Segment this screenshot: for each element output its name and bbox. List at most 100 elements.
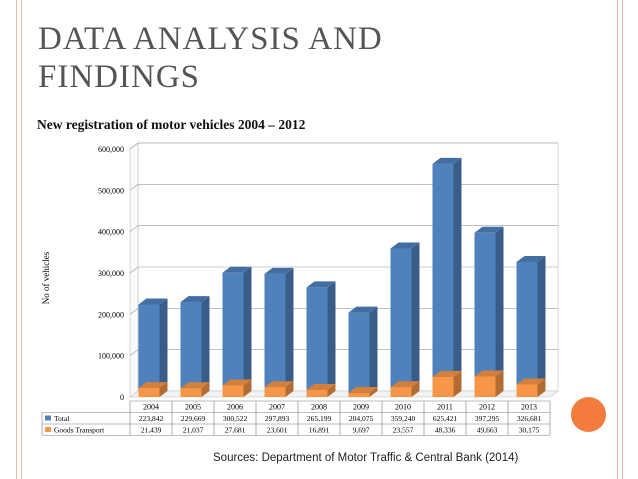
data-label: 359,240 <box>391 414 416 423</box>
data-label: 326,681 <box>517 414 542 423</box>
data-label: 297,893 <box>265 414 290 423</box>
bar-goods-2004-side <box>159 382 168 397</box>
bar-total-2007-top <box>264 267 294 274</box>
bar-goods-2011-top <box>432 371 462 378</box>
bar-goods-2008-top <box>306 384 336 391</box>
bar-goods-2008-front <box>306 390 328 397</box>
right-frame-line <box>617 0 618 479</box>
bar-goods-2010-front <box>390 387 412 397</box>
gridline <box>129 142 558 150</box>
x-tick-label: 2005 <box>185 403 201 412</box>
bar-total-2011-side <box>453 157 462 378</box>
data-label: 23,557 <box>393 426 414 435</box>
data-label: 265,199 <box>307 414 332 423</box>
y-tick-label: 600,000 <box>98 145 124 154</box>
x-tick-label: 2010 <box>395 403 411 412</box>
bar-total-2012-front <box>474 232 496 377</box>
bar-total-2009-top <box>348 306 378 313</box>
bar-goods-2006-front <box>222 385 244 397</box>
gridline <box>129 225 558 232</box>
bar-total-2006-top <box>222 266 252 273</box>
bar-total-2004-front <box>138 304 160 389</box>
x-tick-label: 2012 <box>479 403 495 412</box>
bar-total-2009 <box>348 306 378 393</box>
bar-total-2010-front <box>390 248 412 388</box>
bar-total-2013-front <box>516 261 538 385</box>
bar-total-2007 <box>264 267 294 388</box>
bar-total-2011-front <box>432 163 454 378</box>
y-tick-label: 0 <box>120 393 124 402</box>
y-tick-label: 300,000 <box>98 269 124 278</box>
bar-total-2008-top <box>306 281 336 288</box>
bar-total-2005 <box>180 296 210 389</box>
bar-goods-2004 <box>138 382 168 397</box>
bar-goods-2013 <box>516 378 546 397</box>
data-label: 300,522 <box>223 414 248 423</box>
data-label: 9,697 <box>353 426 370 435</box>
data-label: 48,336 <box>435 426 456 435</box>
bar-total-2010 <box>390 242 420 388</box>
left-frame-line <box>16 0 17 479</box>
bar-total-2010-top <box>390 242 420 249</box>
data-label: 397,295 <box>475 414 500 423</box>
bar-total-2004-side <box>159 298 168 389</box>
legend-swatch <box>45 415 51 421</box>
bar-goods-2009 <box>348 386 378 397</box>
bar-goods-2005 <box>180 382 210 397</box>
x-tick-label: 2007 <box>269 403 285 412</box>
data-label: 21,439 <box>141 426 162 435</box>
bar-goods-2008 <box>306 384 336 397</box>
x-tick-label: 2013 <box>521 403 537 412</box>
bar-total-2011 <box>432 157 462 378</box>
bar-goods-2009-top <box>348 386 378 393</box>
data-label: 229,669 <box>181 414 206 423</box>
bar-total-2008-front <box>306 287 328 391</box>
bar-goods-2006-side <box>243 379 252 397</box>
data-label: 625,421 <box>433 414 458 423</box>
data-label: 30,175 <box>519 426 540 435</box>
gridline <box>129 184 558 191</box>
bar-total-2004-top <box>138 298 168 305</box>
bar-goods-2010 <box>390 381 420 397</box>
y-tick-label: 200,000 <box>98 310 124 319</box>
bar-goods-2012-front <box>474 376 496 397</box>
data-label: 23,601 <box>267 426 288 435</box>
bar-total-2008 <box>306 281 336 391</box>
orange-accent-circle <box>571 397 606 432</box>
bar-goods-2009-front <box>348 392 370 397</box>
data-label: 27,681 <box>225 426 246 435</box>
y-tick-label: 100,000 <box>98 352 124 361</box>
bar-total-2009-front <box>348 312 370 393</box>
legend-label: Total <box>54 414 69 423</box>
bar-goods-2013-top <box>516 378 546 385</box>
bar-total-2013-top <box>516 255 546 262</box>
bar-goods-2012 <box>474 370 504 397</box>
bar-total-2006-side <box>243 266 252 386</box>
bar-total-2005-top <box>180 296 210 303</box>
x-tick-label: 2011 <box>437 403 453 412</box>
bar-goods-2006 <box>222 379 252 397</box>
bar-total-2009-side <box>369 306 378 393</box>
data-label: 16,891 <box>309 426 330 435</box>
data-table: 2004 223,842 21,439 2005 229,669 21,037 2006 30… <box>41 400 551 436</box>
bar-total-2004 <box>138 298 168 389</box>
y-axis-label: No of vehicles <box>41 251 51 304</box>
bar-total-2012-side <box>495 226 504 377</box>
bar-goods-2012-top <box>474 370 504 377</box>
bar-goods-2010-top <box>390 381 420 388</box>
bar-goods-2007 <box>264 381 294 397</box>
bar-total-2008-side <box>327 281 336 391</box>
bar-goods-2008-side <box>327 384 336 397</box>
bar-goods-2007-top <box>264 381 294 388</box>
bar-goods-2009-side <box>369 386 378 397</box>
bar-total-2012 <box>474 226 504 377</box>
bar-total-2006-front <box>222 272 244 386</box>
data-label: 21,037 <box>183 426 204 435</box>
bar-goods-2013-side <box>537 378 546 397</box>
bar-total-2010-side <box>411 242 420 388</box>
bar-goods-2012-side <box>495 370 504 397</box>
bar-total-2007-front <box>264 273 286 388</box>
bar-goods-2013-front <box>516 384 538 397</box>
x-tick-label: 2004 <box>143 403 159 412</box>
